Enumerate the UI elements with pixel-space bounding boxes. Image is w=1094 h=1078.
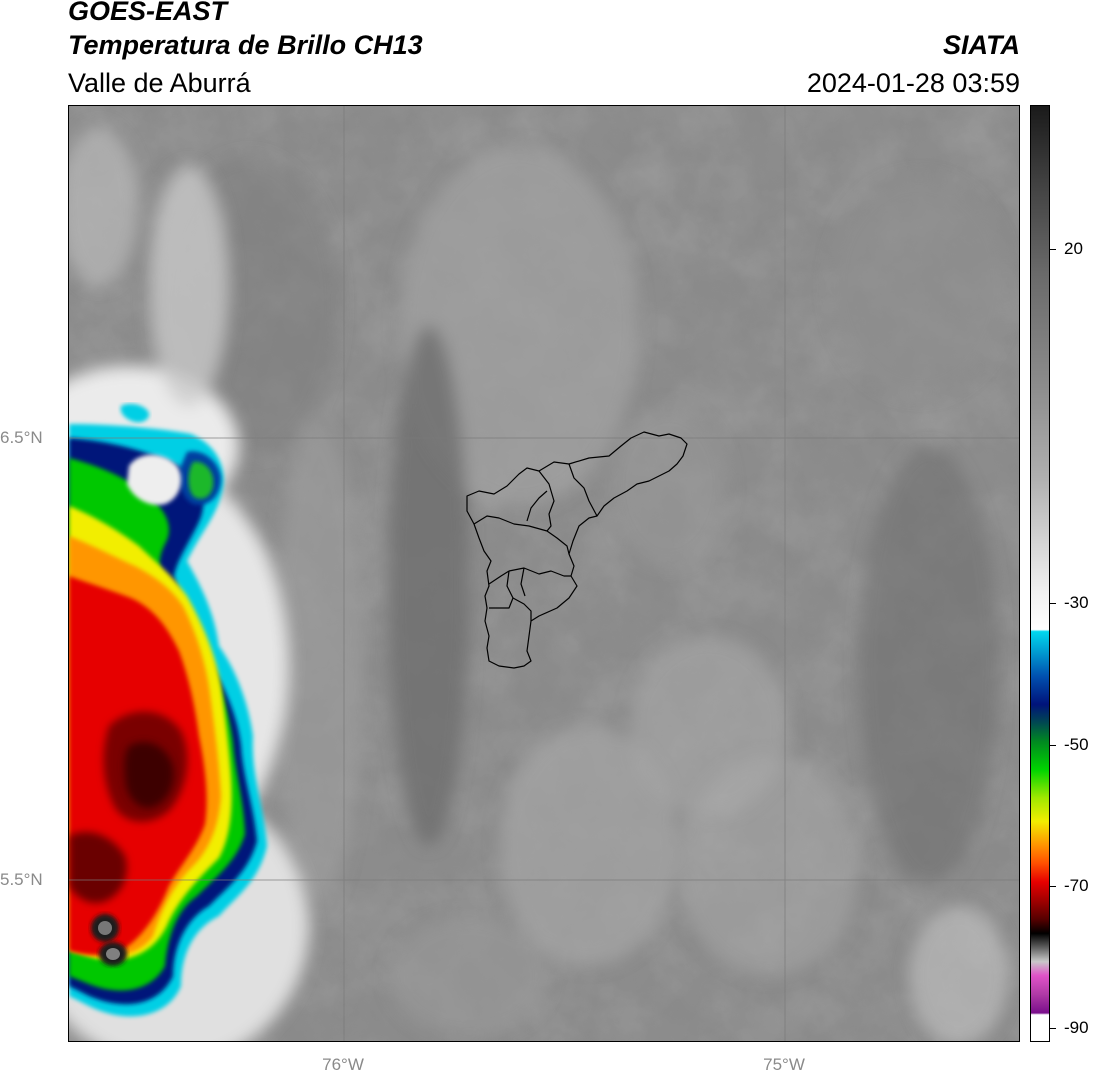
convective-storm — [69, 403, 267, 1017]
lat-label-5-5: 5.5°N — [0, 870, 43, 889]
colorbar-label: 20 — [1064, 239, 1083, 258]
colorbar-tick — [1050, 603, 1056, 604]
colorbar-tick — [1050, 745, 1056, 746]
colorbar-label: -30 — [1064, 593, 1089, 612]
colorbar-label: -70 — [1064, 876, 1089, 895]
lat-label-6-5: 6.5°N — [0, 428, 43, 447]
colorbar-label: -90 — [1064, 1018, 1089, 1037]
colorbar-label: -50 — [1064, 735, 1089, 754]
colorbar-tick — [1050, 886, 1056, 887]
region-label: Valle de Aburrá — [68, 68, 251, 98]
temperature-colorbar — [1030, 105, 1050, 1042]
colorbar-tick — [1050, 249, 1056, 250]
map-panel[interactable] — [68, 105, 1020, 1042]
lon-label-75: 75°W — [763, 1055, 805, 1074]
lon-label-76: 76°W — [322, 1055, 364, 1074]
product-title: Temperatura de Brillo CH13 — [68, 30, 423, 60]
satellite-title: GOES-EAST — [68, 0, 228, 26]
municipal-boundaries — [466, 431, 688, 669]
agency-label: SIATA — [943, 30, 1020, 60]
map-canvas — [69, 106, 1019, 1041]
gridlines — [69, 106, 1019, 1041]
colorbar-tick — [1050, 1028, 1056, 1029]
datetime-label: 2024-01-28 03:59 — [806, 68, 1020, 98]
